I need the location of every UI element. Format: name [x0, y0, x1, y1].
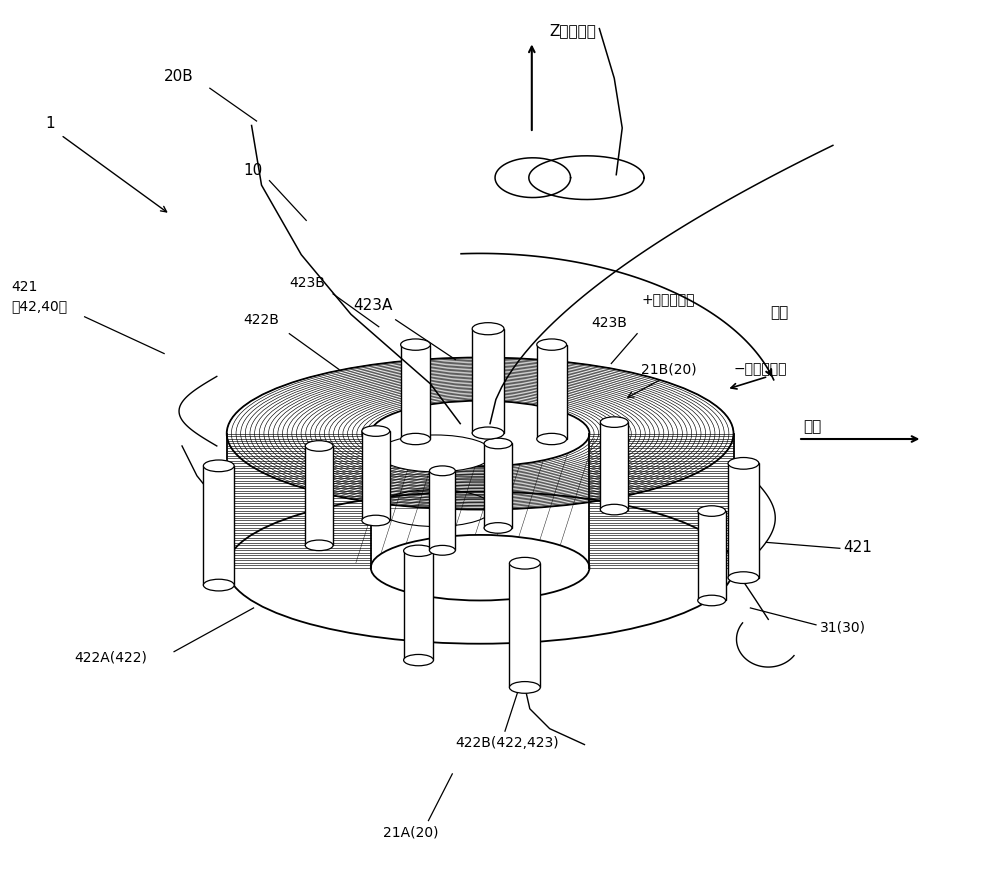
Ellipse shape [404, 545, 433, 557]
Ellipse shape [537, 339, 567, 351]
Ellipse shape [698, 596, 726, 606]
Polygon shape [429, 470, 455, 551]
Polygon shape [484, 443, 512, 528]
Ellipse shape [371, 401, 589, 466]
Polygon shape [537, 344, 567, 439]
Polygon shape [509, 563, 540, 687]
Ellipse shape [227, 425, 734, 577]
Ellipse shape [472, 322, 504, 335]
Ellipse shape [378, 435, 493, 472]
Ellipse shape [203, 579, 234, 591]
Text: 421
（42,40）: 421 （42,40） [11, 280, 67, 313]
Polygon shape [600, 422, 628, 509]
Text: 421: 421 [843, 540, 872, 555]
Ellipse shape [404, 655, 433, 666]
Ellipse shape [728, 457, 759, 470]
Ellipse shape [509, 682, 540, 693]
Text: 径向: 径向 [803, 419, 821, 434]
Polygon shape [203, 466, 234, 585]
Ellipse shape [537, 433, 567, 445]
Ellipse shape [401, 339, 430, 351]
Text: 423B: 423B [591, 315, 627, 329]
Ellipse shape [203, 460, 234, 471]
Ellipse shape [305, 540, 333, 551]
Text: 423B: 423B [289, 276, 325, 290]
Ellipse shape [484, 438, 512, 448]
Polygon shape [728, 463, 759, 578]
Text: −（顺时针）: −（顺时针） [734, 362, 787, 376]
Text: 422A(422): 422A(422) [75, 650, 148, 664]
Polygon shape [404, 551, 433, 660]
Ellipse shape [362, 515, 390, 526]
Ellipse shape [429, 545, 455, 555]
Ellipse shape [728, 572, 759, 583]
Text: 423A: 423A [353, 298, 392, 313]
Ellipse shape [371, 535, 589, 601]
Polygon shape [362, 431, 390, 521]
Ellipse shape [472, 427, 504, 439]
Ellipse shape [698, 506, 726, 516]
Polygon shape [305, 446, 333, 545]
Text: +（逆时针）: +（逆时针） [641, 292, 695, 307]
Text: 31(30): 31(30) [820, 621, 866, 635]
Ellipse shape [600, 417, 628, 427]
Text: 21A(20): 21A(20) [383, 825, 438, 840]
Ellipse shape [484, 522, 512, 533]
Ellipse shape [600, 504, 628, 515]
Polygon shape [472, 329, 504, 433]
Polygon shape [401, 344, 430, 439]
Text: 422B: 422B [244, 313, 280, 327]
Text: 20B: 20B [164, 70, 194, 85]
Ellipse shape [305, 440, 333, 451]
Polygon shape [698, 511, 726, 601]
Text: 1: 1 [45, 116, 55, 131]
Ellipse shape [371, 468, 589, 533]
Ellipse shape [362, 426, 390, 436]
Ellipse shape [401, 433, 430, 445]
Text: 422B(422,423): 422B(422,423) [455, 736, 559, 750]
Text: 周向: 周向 [770, 305, 789, 320]
Text: 21B(20): 21B(20) [641, 362, 697, 376]
Text: Z（轴向）: Z（轴向） [550, 24, 597, 39]
Text: 10: 10 [244, 163, 263, 178]
Ellipse shape [429, 466, 455, 476]
Ellipse shape [509, 558, 540, 569]
